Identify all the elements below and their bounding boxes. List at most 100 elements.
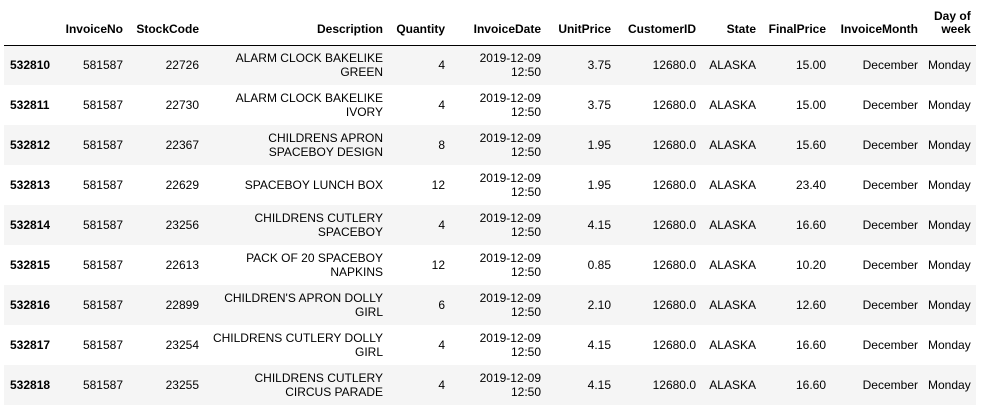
cell-invoicemonth: December <box>862 58 918 73</box>
cell-stockcode: 22899 <box>165 298 199 312</box>
cell-quantity: 6 <box>438 298 445 312</box>
cell-stockcode: 22613 <box>165 258 199 272</box>
cell-invoiceno: 581587 <box>82 258 123 272</box>
cell-invoiceno: 581587 <box>82 58 123 73</box>
cell-finalprice: 15.60 <box>795 138 826 152</box>
table-row: 532817 581587 23254 CHILDRENS CUTLERY DOLLY… <box>4 325 976 365</box>
cell-invoiceno: 581587 <box>82 178 123 192</box>
row-index: 532811 <box>10 98 50 112</box>
cell-description: PACK OF 20 SPACEBOY NAPKINS <box>246 251 383 279</box>
cell-quantity: 4 <box>438 338 445 352</box>
row-index: 532817 <box>10 338 51 352</box>
cell-invoiceno: 581587 <box>82 218 123 232</box>
cell-stockcode: 22367 <box>165 138 199 152</box>
cell-day-of-week: Monday <box>928 338 971 352</box>
cell-finalprice: 12.60 <box>795 298 826 312</box>
table-row: 532812 581587 22367 CHILDRENS APRON SPACEBO… <box>4 125 976 165</box>
table-row: 532813 581587 22629 SPACEBOY LUNCH BOX 12 201… <box>4 165 976 205</box>
cell-description: ALARM CLOCK BAKELIKE IVORY <box>235 91 383 119</box>
cell-finalprice: 16.60 <box>795 218 826 232</box>
row-index: 532816 <box>10 298 51 312</box>
cell-state: ALASKA <box>709 378 756 392</box>
cell-stockcode: 22726 <box>165 58 199 73</box>
dataframe-table: InvoiceNo StockCode Description Quantity… <box>4 8 976 405</box>
cell-invoicemonth: December <box>862 258 918 272</box>
cell-stockcode: 22629 <box>165 178 199 192</box>
cell-invoicemonth: December <box>862 178 918 192</box>
cell-finalprice: 15.00 <box>795 98 826 112</box>
cell-unitprice: 1.95 <box>587 178 611 192</box>
cell-invoicedate: 2019-12-09 12:50 <box>479 251 541 279</box>
header-invoicedate: InvoiceDate <box>450 8 546 46</box>
table-row: 532816 581587 22899 CHILDREN'S APRON DOLLY … <box>4 285 976 325</box>
header-unitprice: UnitPrice <box>546 8 616 46</box>
cell-state: ALASKA <box>709 338 756 352</box>
cell-description: SPACEBOY LUNCH BOX <box>244 178 383 192</box>
cell-quantity: 12 <box>431 178 445 192</box>
cell-quantity: 4 <box>438 378 445 392</box>
cell-unitprice: 4.15 <box>587 378 611 392</box>
cell-description: CHILDRENS CUTLERY DOLLY GIRL <box>212 331 383 359</box>
row-index: 532813 <box>10 178 51 192</box>
cell-stockcode: 23256 <box>165 218 199 232</box>
cell-stockcode: 22730 <box>165 98 199 112</box>
cell-finalprice: 16.60 <box>795 338 826 352</box>
cell-quantity: 8 <box>438 138 445 152</box>
cell-unitprice: 3.75 <box>587 98 611 112</box>
cell-unitprice: 4.15 <box>587 218 611 232</box>
cell-finalprice: 10.20 <box>795 258 826 272</box>
header-customerid: CustomerID <box>616 8 701 46</box>
table-row: 532815 581587 22613 PACK OF 20 SPACEBOY NAP… <box>4 245 976 285</box>
cell-invoicedate: 2019-12-09 12:50 <box>479 91 541 119</box>
header-row: InvoiceNo StockCode Description Quantity… <box>4 8 976 46</box>
table-row: 532818 581587 23255 CHILDRENS CUTLERY CIRCU… <box>4 365 976 405</box>
header-finalprice: FinalPrice <box>761 8 831 46</box>
cell-invoicedate: 2019-12-09 12:50 <box>479 371 541 399</box>
cell-invoicedate: 2019-12-09 12:50 <box>479 51 541 80</box>
cell-invoiceno: 581587 <box>82 298 123 312</box>
cell-day-of-week: Monday <box>928 298 971 312</box>
row-index: 532818 <box>10 378 51 392</box>
cell-customerid: 12680.0 <box>652 338 696 352</box>
table-body: 532810 581587 22726 ALARM CLOCK BAKELIKE GR… <box>4 45 976 405</box>
cell-finalprice: 16.60 <box>795 378 826 392</box>
cell-unitprice: 0.85 <box>587 258 611 272</box>
cell-day-of-week: Monday <box>928 378 971 392</box>
header-description: Description <box>204 8 388 46</box>
cell-state: ALASKA <box>709 298 756 312</box>
cell-state: ALASKA <box>709 98 756 112</box>
cell-invoicemonth: December <box>862 298 918 312</box>
cell-day-of-week: Monday <box>928 98 971 112</box>
cell-invoicedate: 2019-12-09 12:50 <box>479 211 541 239</box>
cell-state: ALASKA <box>709 218 756 232</box>
header-state: State <box>701 8 761 46</box>
cell-invoiceno: 581587 <box>82 378 123 392</box>
header-invoiceno: InvoiceNo <box>56 8 128 46</box>
header-index <box>4 8 56 46</box>
cell-invoicemonth: December <box>862 138 918 152</box>
cell-customerid: 12680.0 <box>652 98 696 112</box>
cell-customerid: 12680.0 <box>652 138 696 152</box>
header-invoicemonth: InvoiceMonth <box>831 8 923 46</box>
cell-invoicedate: 2019-12-09 12:50 <box>479 331 541 359</box>
cell-day-of-week: Monday <box>928 58 971 73</box>
header-stockcode: StockCode <box>128 8 204 46</box>
cell-description: CHILDRENS CUTLERY SPACEBOY <box>254 211 383 239</box>
table-row: 532814 581587 23256 CHILDRENS CUTLERY SPACE… <box>4 205 976 245</box>
cell-unitprice: 3.75 <box>587 58 611 73</box>
dataframe-container: InvoiceNo StockCode Description Quantity… <box>4 8 976 405</box>
cell-invoicedate: 2019-12-09 12:50 <box>479 291 541 319</box>
cell-quantity: 4 <box>438 218 445 232</box>
cell-invoicemonth: December <box>862 98 918 112</box>
cell-finalprice: 23.40 <box>795 178 826 192</box>
cell-quantity: 4 <box>438 98 445 112</box>
table-row: 532811 581587 22730 ALARM CLOCK BAKELIKE IV… <box>4 85 976 125</box>
cell-invoicedate: 2019-12-09 12:50 <box>479 131 541 159</box>
cell-state: ALASKA <box>709 258 756 272</box>
cell-invoicemonth: December <box>862 338 918 352</box>
cell-customerid: 12680.0 <box>652 258 696 272</box>
cell-day-of-week: Monday <box>928 178 971 192</box>
row-index: 532810 <box>10 58 51 73</box>
cell-invoiceno: 581587 <box>82 338 123 352</box>
cell-day-of-week: Monday <box>928 258 971 272</box>
